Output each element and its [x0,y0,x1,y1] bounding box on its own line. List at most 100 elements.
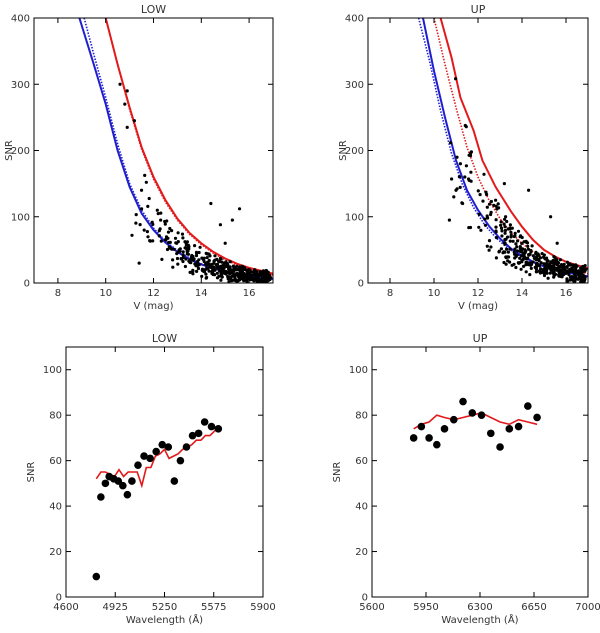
data-point [184,243,188,247]
x-axis-label: Wavelength (Å) [441,613,518,626]
data-point [524,263,528,267]
data-point [147,196,151,201]
data-point [537,263,541,267]
data-point [539,267,543,271]
data-point [176,456,185,465]
data-point [152,447,160,456]
data-point [524,402,532,410]
x-tick-label: 5950 [413,602,438,613]
data-point [207,258,211,263]
data-point [542,255,546,259]
data-point [183,246,187,250]
data-point [534,250,538,254]
data-point [200,274,204,278]
data-point [237,272,241,276]
chart-title: UP [471,3,486,16]
data-point [262,271,266,275]
data-point [170,229,174,233]
data-point [195,264,199,268]
data-point [232,278,236,282]
data-point [167,240,171,245]
y-axis-label: SNR [338,140,349,161]
data-point [220,260,224,264]
data-point [173,236,178,240]
data-point [562,267,566,271]
data-point [574,277,578,281]
data-point [138,223,142,227]
data-point [449,141,453,145]
data-point [505,247,509,251]
data-point [248,268,252,272]
data-point [263,279,267,283]
data-point [181,253,185,257]
data-point [485,214,489,218]
data-point [467,178,471,182]
y-tick-label: 60 [355,456,368,467]
data-point [569,268,573,272]
data-point [464,164,468,168]
data-point [531,260,535,264]
data-point [578,270,582,274]
data-point [455,155,459,159]
data-point [159,211,163,215]
data-point [577,276,581,281]
data-point [160,257,164,261]
x-tick-label: 5250 [152,602,177,613]
data-point [494,204,498,208]
data-point [579,267,583,272]
data-point [500,229,504,233]
data-point [526,247,531,251]
data-point [230,274,234,278]
data-point [181,250,185,254]
y-tick-label: 40 [355,502,368,513]
y-tick-label: 0 [56,593,62,604]
data-point [457,175,461,179]
data-point [101,479,110,488]
data-point [534,267,539,271]
y-axis-label: SNR [332,462,343,483]
data-point [565,260,570,264]
data-point [186,252,190,256]
data-point [440,425,449,433]
plot-area [92,418,223,581]
data-point [417,422,426,431]
data-point [499,226,504,230]
data-point [159,218,163,222]
data-point [256,273,260,277]
data-point [458,185,462,189]
data-point [197,250,201,255]
data-point [208,254,212,258]
data-point [508,247,512,251]
data-point [142,228,146,232]
data-point [246,276,250,280]
data-point [151,239,155,243]
data-point [526,263,531,267]
data-point [231,264,235,268]
data-point [514,242,518,246]
data-point [559,263,564,267]
data-point [571,265,576,269]
data-point [506,250,510,254]
y-tick-label: 80 [49,411,62,422]
data-point [175,252,179,256]
data-point [137,261,141,265]
data-point [219,273,223,277]
data-point [478,193,482,197]
x-tick-label: 14 [516,288,529,299]
y-tick-label: 200 [11,146,30,157]
data-point [513,234,517,238]
data-point [503,238,507,242]
data-point [565,265,569,269]
data-point [463,175,467,179]
data-point [555,266,559,270]
data-point [538,256,543,260]
data-point [185,240,189,244]
data-point [171,258,175,262]
y-tick-label: 100 [349,365,368,376]
data-point [409,434,418,442]
data-point [514,254,518,258]
data-point [516,239,520,243]
data-point [158,440,167,449]
x-tick-label: 10 [99,288,112,299]
data-point [545,271,549,275]
